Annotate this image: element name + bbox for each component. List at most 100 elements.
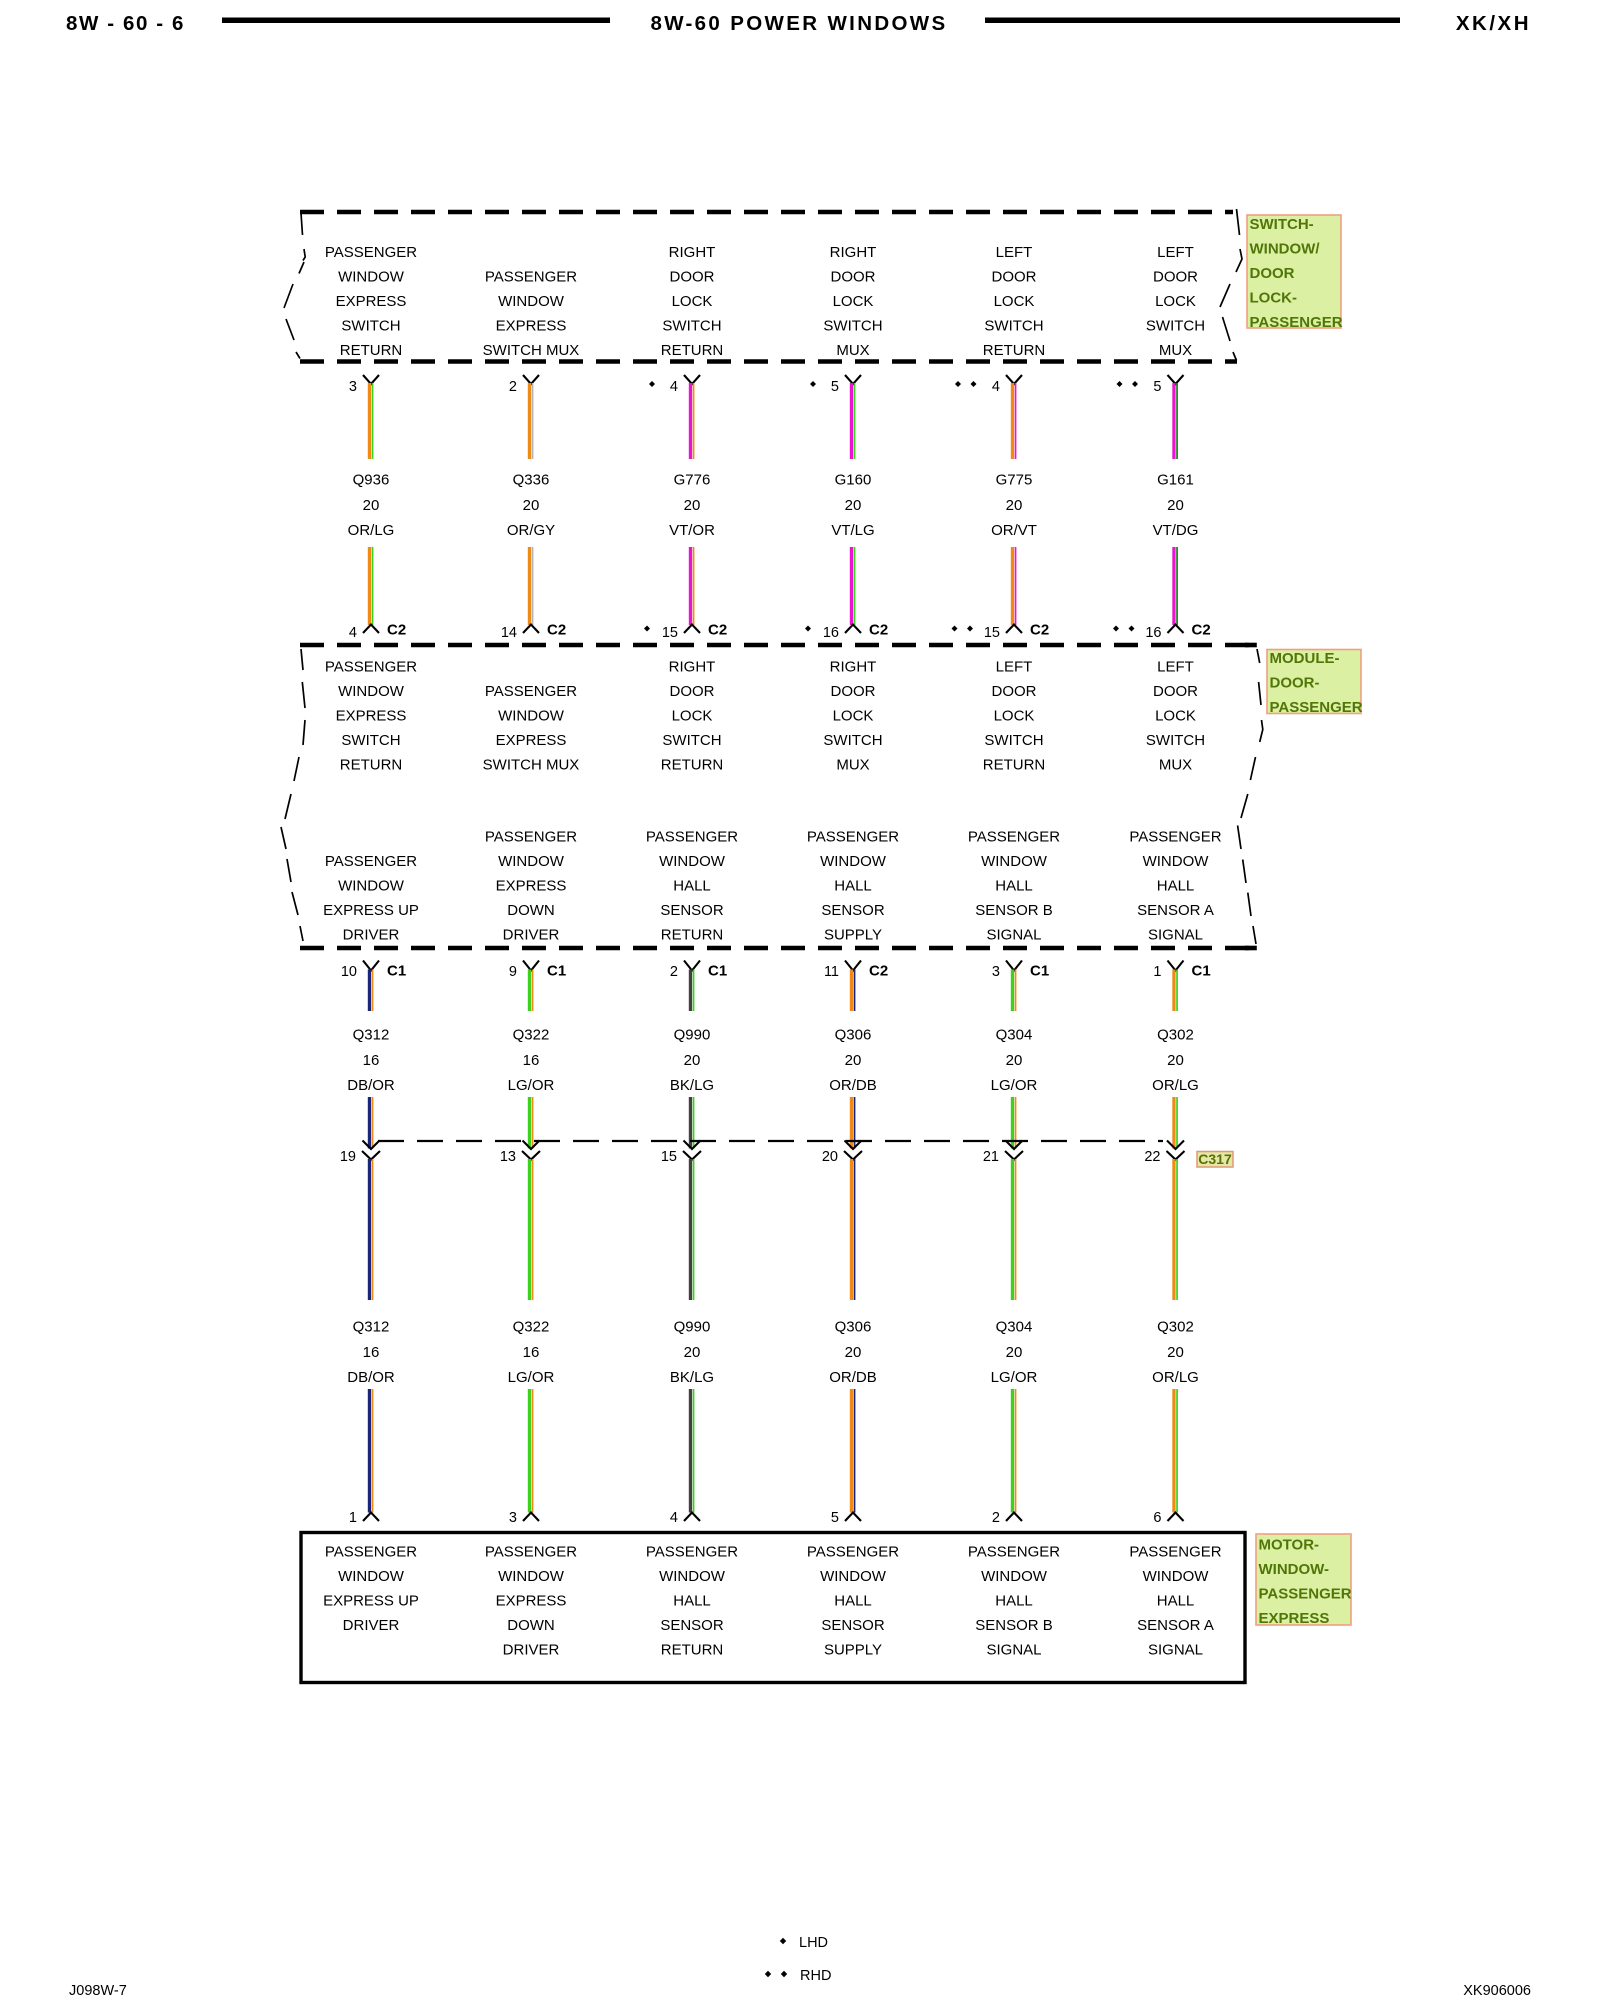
svg-text:SENSOR B: SENSOR B bbox=[975, 1617, 1053, 1634]
svg-text:SENSOR A: SENSOR A bbox=[1137, 1617, 1214, 1634]
svg-text:2: 2 bbox=[992, 1510, 1000, 1526]
svg-text:20: 20 bbox=[1006, 497, 1023, 514]
svg-text:HALL: HALL bbox=[673, 1593, 711, 1610]
svg-text:20: 20 bbox=[684, 1344, 701, 1361]
svg-text:DOOR: DOOR bbox=[992, 269, 1037, 286]
svg-text:RETURN: RETURN bbox=[661, 342, 724, 359]
svg-text:C1: C1 bbox=[708, 963, 727, 980]
svg-text:DOOR: DOOR bbox=[1250, 265, 1295, 282]
svg-text:19: 19 bbox=[340, 1149, 356, 1165]
svg-text:20: 20 bbox=[523, 497, 540, 514]
svg-text:C2: C2 bbox=[869, 622, 888, 639]
svg-text:SWITCH: SWITCH bbox=[662, 732, 721, 749]
svg-text:3: 3 bbox=[349, 379, 357, 395]
svg-text:16: 16 bbox=[523, 1052, 540, 1069]
svg-text:16: 16 bbox=[823, 625, 839, 641]
svg-text:1: 1 bbox=[1153, 964, 1161, 980]
svg-text:SIGNAL: SIGNAL bbox=[1148, 927, 1203, 944]
svg-text:MUX: MUX bbox=[836, 342, 869, 359]
svg-text:C2: C2 bbox=[869, 963, 888, 980]
svg-text:LOCK: LOCK bbox=[994, 293, 1035, 310]
svg-text:SWITCH: SWITCH bbox=[984, 732, 1043, 749]
svg-text:DOOR: DOOR bbox=[670, 269, 715, 286]
svg-text:EXPRESS: EXPRESS bbox=[496, 1593, 567, 1610]
svg-text:SENSOR: SENSOR bbox=[821, 902, 885, 919]
svg-text:20: 20 bbox=[363, 497, 380, 514]
svg-text:Q306: Q306 bbox=[835, 1027, 872, 1044]
svg-text:HALL: HALL bbox=[995, 878, 1033, 895]
svg-text:PASSENGER: PASSENGER bbox=[325, 659, 417, 676]
svg-text:EXPRESS: EXPRESS bbox=[496, 732, 567, 749]
svg-text:WINDOW: WINDOW bbox=[498, 708, 565, 725]
svg-text:13: 13 bbox=[500, 1149, 516, 1165]
svg-text:DRIVER: DRIVER bbox=[343, 1617, 400, 1634]
svg-text:LOCK: LOCK bbox=[672, 293, 713, 310]
svg-text:OR/VT: OR/VT bbox=[991, 522, 1037, 539]
svg-text:RETURN: RETURN bbox=[661, 1642, 724, 1659]
svg-text:SWITCH-: SWITCH- bbox=[1250, 216, 1314, 233]
svg-text:6: 6 bbox=[1153, 1510, 1161, 1526]
svg-text:XK906006: XK906006 bbox=[1463, 1983, 1531, 1999]
svg-text:HALL: HALL bbox=[1157, 1593, 1195, 1610]
svg-text:SIGNAL: SIGNAL bbox=[1148, 1642, 1203, 1659]
svg-text:C2: C2 bbox=[1192, 622, 1211, 639]
svg-text:HALL: HALL bbox=[673, 878, 711, 895]
svg-text:MUX: MUX bbox=[836, 757, 869, 774]
svg-text:LEFT: LEFT bbox=[996, 659, 1033, 676]
svg-text:OR/LG: OR/LG bbox=[1152, 1077, 1199, 1094]
svg-text:5: 5 bbox=[1153, 379, 1161, 395]
svg-text:WINDOW: WINDOW bbox=[1143, 1568, 1210, 1585]
svg-text:SWITCH: SWITCH bbox=[341, 732, 400, 749]
svg-text:PASSENGER: PASSENGER bbox=[807, 829, 899, 846]
svg-text:PASSENGER: PASSENGER bbox=[325, 244, 417, 261]
svg-text:4: 4 bbox=[670, 379, 678, 395]
svg-text:PASSENGER: PASSENGER bbox=[485, 1544, 577, 1561]
svg-text:8W - 60 - 6: 8W - 60 - 6 bbox=[66, 12, 185, 35]
svg-text:DRIVER: DRIVER bbox=[503, 927, 560, 944]
svg-text:SWITCH: SWITCH bbox=[823, 318, 882, 335]
svg-text:16: 16 bbox=[1145, 625, 1161, 641]
svg-text:SENSOR A: SENSOR A bbox=[1137, 902, 1214, 919]
svg-text:RIGHT: RIGHT bbox=[669, 244, 716, 261]
svg-text:15: 15 bbox=[662, 625, 678, 641]
svg-text:PASSENGER: PASSENGER bbox=[1259, 1586, 1352, 1603]
svg-text:WINDOW: WINDOW bbox=[498, 853, 565, 870]
svg-text:EXPRESS: EXPRESS bbox=[496, 318, 567, 335]
svg-text:16: 16 bbox=[523, 1344, 540, 1361]
svg-text:G161: G161 bbox=[1157, 472, 1194, 489]
svg-text:PASSENGER: PASSENGER bbox=[325, 1544, 417, 1561]
svg-text:8W-60 POWER WINDOWS: 8W-60 POWER WINDOWS bbox=[650, 12, 947, 35]
svg-text:10: 10 bbox=[341, 964, 357, 980]
svg-text:LG/OR: LG/OR bbox=[991, 1369, 1038, 1386]
svg-text:EXPRESS UP: EXPRESS UP bbox=[323, 902, 419, 919]
svg-text:WINDOW: WINDOW bbox=[338, 269, 405, 286]
svg-text:SWITCH: SWITCH bbox=[662, 318, 721, 335]
svg-text:SENSOR: SENSOR bbox=[821, 1617, 885, 1634]
svg-text:WINDOW-: WINDOW- bbox=[1259, 1561, 1330, 1578]
svg-text:C1: C1 bbox=[547, 963, 566, 980]
svg-text:20: 20 bbox=[684, 497, 701, 514]
svg-text:9: 9 bbox=[509, 964, 517, 980]
svg-text:20: 20 bbox=[684, 1052, 701, 1069]
svg-text:PASSENGER: PASSENGER bbox=[807, 1544, 899, 1561]
svg-text:5: 5 bbox=[831, 1510, 839, 1526]
svg-text:OR/GY: OR/GY bbox=[507, 522, 555, 539]
svg-text:J098W-7: J098W-7 bbox=[69, 1983, 127, 1999]
svg-text:SWITCH: SWITCH bbox=[341, 318, 400, 335]
svg-text:WINDOW: WINDOW bbox=[338, 683, 405, 700]
svg-text:SIGNAL: SIGNAL bbox=[986, 927, 1041, 944]
svg-text:DOOR: DOOR bbox=[1153, 683, 1198, 700]
svg-text:PASSENGER: PASSENGER bbox=[1250, 314, 1343, 331]
svg-text:RIGHT: RIGHT bbox=[830, 244, 877, 261]
svg-text:1: 1 bbox=[349, 1510, 357, 1526]
svg-text:OR/DB: OR/DB bbox=[829, 1077, 877, 1094]
svg-text:G160: G160 bbox=[835, 472, 872, 489]
svg-text:DB/OR: DB/OR bbox=[347, 1077, 395, 1094]
svg-text:LOCK: LOCK bbox=[1155, 708, 1196, 725]
svg-text:MUX: MUX bbox=[1159, 342, 1192, 359]
svg-text:20: 20 bbox=[845, 497, 862, 514]
svg-text:20: 20 bbox=[822, 1149, 838, 1165]
svg-text:SENSOR: SENSOR bbox=[660, 1617, 724, 1634]
svg-text:4: 4 bbox=[670, 1510, 678, 1526]
svg-text:LEFT: LEFT bbox=[1157, 659, 1194, 676]
